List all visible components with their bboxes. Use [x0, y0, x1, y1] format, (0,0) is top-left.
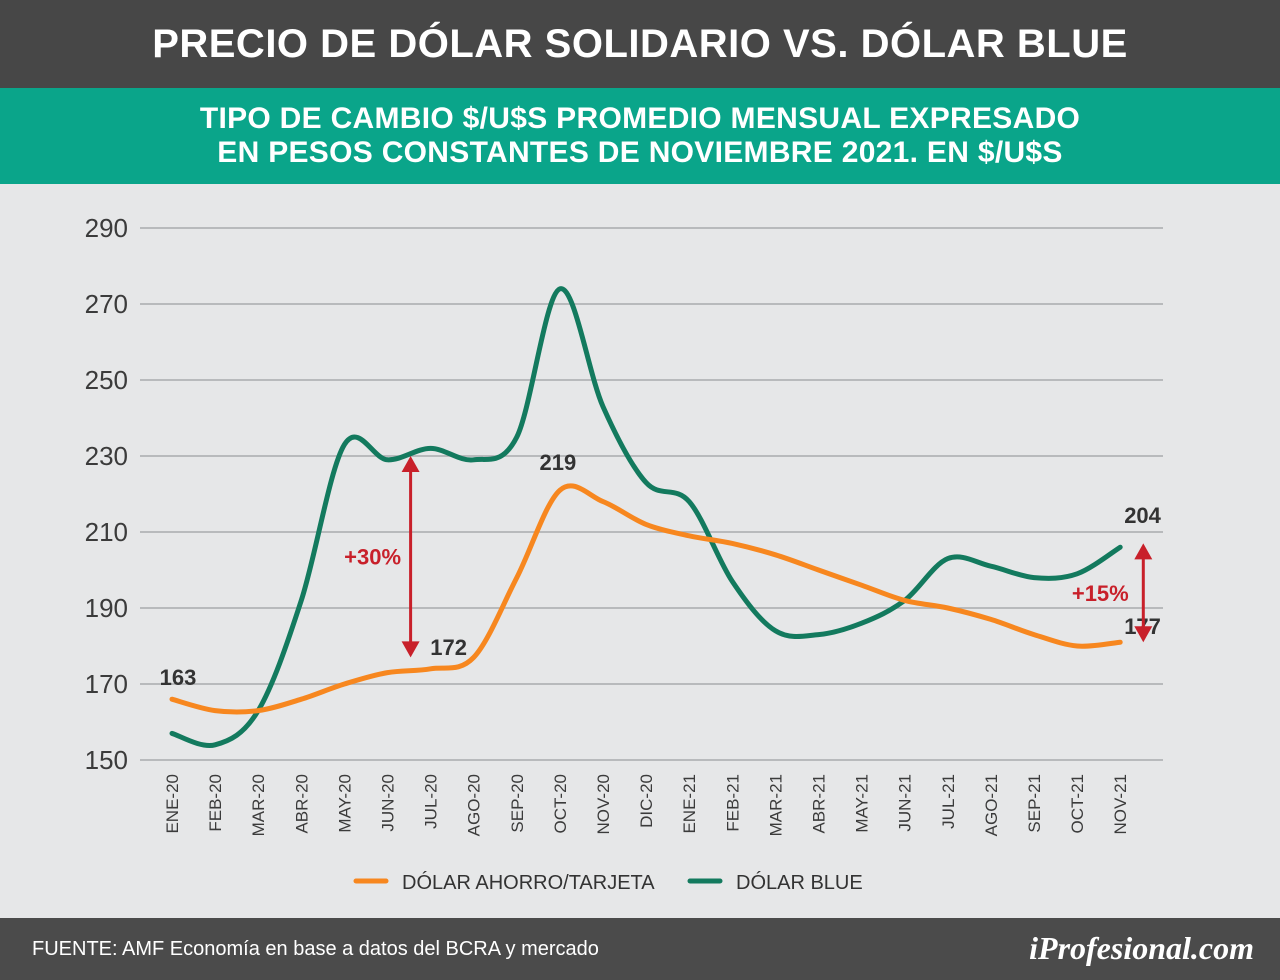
annotations: 163172219204177+30%+15%	[160, 450, 1162, 690]
legend-label: DÓLAR AHORRO/TARJETA	[402, 871, 655, 894]
x-tick-label: JUL-21	[939, 774, 958, 829]
series-lines	[169, 286, 1123, 748]
x-tick-label: FEB-20	[206, 774, 225, 832]
x-tick-label: MAY-21	[853, 774, 872, 833]
series-line-dolar-blue	[169, 286, 1123, 748]
arrow-head-down-icon	[1134, 626, 1153, 643]
x-tick-label: OCT-20	[551, 774, 570, 834]
x-tick-label: ABR-20	[292, 774, 311, 834]
source-note: FUENTE: AMF Economía en base a datos del…	[32, 938, 599, 960]
legend-item-dolar-ahorro: DÓLAR AHORRO/TARJETA	[353, 871, 655, 894]
x-tick-label: JUL-20	[422, 774, 441, 829]
x-axis-ticks: ENE-20 FEB-20 MAR-20 ABR-20 MAY-20 JUN-20 JUL-…	[163, 774, 1130, 836]
data-label: 163	[160, 665, 197, 690]
x-tick-label: FEB-21	[723, 774, 742, 832]
chart-title: PRECIO DE DÓLAR SOLIDARIO VS. DÓLAR BLUE	[152, 21, 1128, 66]
x-tick-label: MAR-20	[249, 774, 268, 836]
line-chart: 150 170 190 210 230 250 270 290 ENE-20 FEB-20 MAR…	[85, 213, 1163, 894]
y-tick-label: 170	[85, 669, 128, 699]
difference-label: +15%	[1072, 581, 1129, 606]
x-tick-label: ENE-21	[680, 774, 699, 834]
x-tick-label: MAY-20	[335, 774, 354, 833]
x-tick-label: JUN-20	[379, 774, 398, 832]
x-tick-label: AGO-21	[982, 774, 1001, 836]
y-tick-label: 270	[85, 289, 128, 319]
y-tick-label: 190	[85, 593, 128, 623]
y-tick-label: 150	[85, 745, 128, 775]
x-tick-label: SEP-21	[1025, 774, 1044, 833]
data-label: 204	[1124, 503, 1161, 528]
arrow-head-up-icon	[401, 456, 420, 472]
title-bar: PRECIO DE DÓLAR SOLIDARIO VS. DÓLAR BLUE	[0, 0, 1280, 88]
legend: DÓLAR AHORRO/TARJETA DÓLAR BLUE	[353, 871, 863, 894]
chart-subtitle-line1: TIPO DE CAMBIO $/U$S PROMEDIO MENSUAL EX…	[199, 102, 1081, 135]
x-tick-label: ENE-20	[163, 774, 182, 834]
grid-lines	[140, 227, 1163, 761]
footer-bar: FUENTE: AMF Economía en base a datos del…	[0, 918, 1280, 980]
arrow-head-down-icon	[401, 641, 420, 658]
chart-subtitle-line2: EN PESOS CONSTANTES DE NOVIEMBRE 2021. E…	[217, 136, 1063, 169]
data-label: 219	[540, 450, 577, 475]
x-tick-label: NOV-20	[594, 774, 613, 834]
x-tick-label: OCT-21	[1068, 774, 1087, 834]
legend-label: DÓLAR BLUE	[736, 871, 863, 894]
x-tick-label: ABR-21	[810, 774, 829, 834]
subtitle-bar: TIPO DE CAMBIO $/U$S PROMEDIO MENSUAL EX…	[0, 88, 1280, 184]
y-tick-label: 290	[85, 213, 128, 243]
y-tick-label: 230	[85, 441, 128, 471]
series-line-dolar-ahorro	[169, 483, 1123, 715]
x-tick-label: DIC-20	[637, 774, 656, 828]
legend-item-dolar-blue: DÓLAR BLUE	[687, 871, 863, 894]
x-tick-label: AGO-20	[465, 774, 484, 836]
difference-label: +30%	[344, 545, 401, 570]
y-tick-label: 250	[85, 365, 128, 395]
x-tick-label: SEP-20	[508, 774, 527, 833]
y-tick-label: 210	[85, 517, 128, 547]
arrow-head-up-icon	[1134, 543, 1153, 560]
x-tick-label: MAR-21	[766, 774, 785, 836]
brand-logo: iProfesional.com	[1029, 930, 1254, 966]
y-axis-ticks: 150 170 190 210 230 250 270 290	[85, 213, 128, 775]
x-tick-label: NOV-21	[1111, 774, 1130, 834]
x-tick-label: JUN-21	[896, 774, 915, 832]
data-label: 172	[430, 635, 467, 660]
